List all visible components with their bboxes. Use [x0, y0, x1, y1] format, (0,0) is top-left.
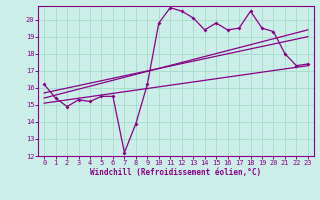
X-axis label: Windchill (Refroidissement éolien,°C): Windchill (Refroidissement éolien,°C) — [91, 168, 261, 177]
